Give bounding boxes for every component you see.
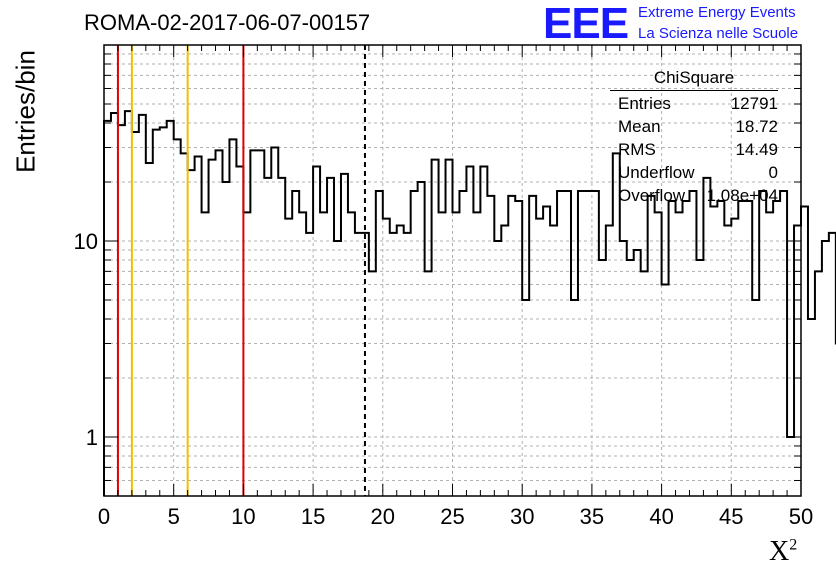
stats-value: 14.49 [735,140,778,159]
stats-label: Underflow [618,163,695,182]
stats-label: Overflow [618,186,686,205]
x-tick-label: 5 [168,504,180,529]
chart-title: ROMA-02-2017-06-07-00157 [84,10,371,35]
y-axis-label: Entries/bin [10,50,41,173]
stats-row-underflow: Underflow 0 [610,161,778,184]
x-tick-label: 35 [580,504,604,529]
x-axis-label-base: X [769,536,790,567]
x-tick-label: 15 [301,504,325,529]
x-tick-label: 40 [649,504,673,529]
x-tick-label: 0 [98,504,110,529]
y-tick-label: 1 [86,425,98,450]
x-tick-label: 10 [231,504,255,529]
x-axis-label: X2 [769,536,797,568]
stats-value: 1.08e+04 [706,186,778,205]
logo-line-1: Extreme Energy Events [638,4,796,21]
x-tick-label: 30 [510,504,534,529]
stats-row-entries: Entries 12791 [610,92,778,115]
stats-row-mean: Mean 18.72 [610,115,778,138]
x-tick-label: 20 [371,504,395,529]
x-tick-label: 25 [440,504,464,529]
stats-label: Mean [618,117,661,136]
stats-value: 18.72 [735,117,778,136]
x-tick-label: 50 [789,504,813,529]
x-axis-label-superscript: 2 [789,536,798,554]
stats-label: Entries [618,94,671,113]
eee-logo: EEE [543,0,629,48]
stats-value: 12791 [730,94,778,113]
stats-label: RMS [618,140,656,159]
logo-line-2: La Scienza nelle Scuole [638,25,799,42]
y-tick-label: 10 [74,229,98,254]
x-tick-label: 45 [719,504,743,529]
stats-row-rms: RMS 14.49 [610,138,778,161]
stats-value: 0 [768,163,778,182]
stats-box: ChiSquare Entries 12791 Mean 18.72 RMS 14.4… [610,68,778,207]
stats-title: ChiSquare [610,68,778,91]
stats-row-overflow: Overflow 1.08e+04 [610,184,778,207]
histogram-series [103,110,836,496]
